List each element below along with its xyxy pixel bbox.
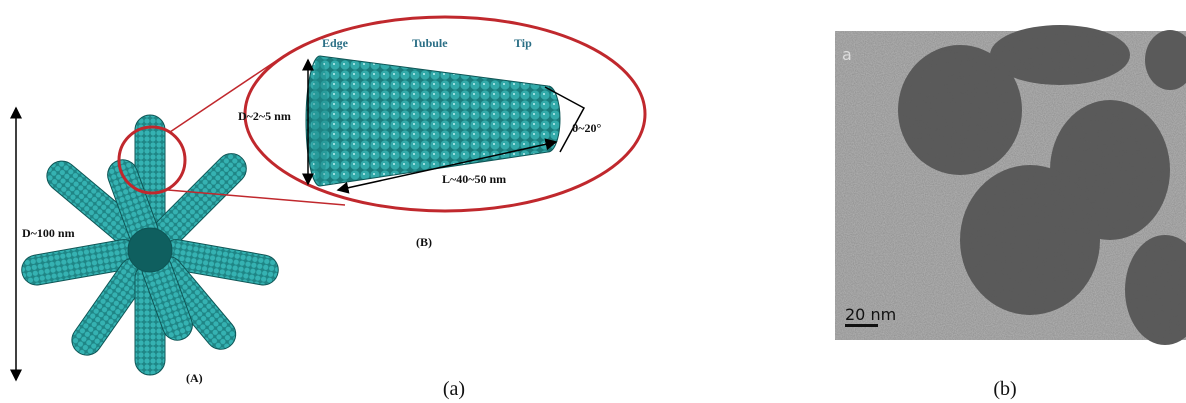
scale-bar-label: 20 nm [845,305,896,324]
length-label: L~40~50 nm [442,172,506,186]
tip-label: Tip [514,36,532,50]
subfigure-b-label: (B) [416,235,432,249]
tubule-model [306,56,560,186]
angle-label: θ~20° [572,121,602,135]
particle-diameter: D~100 nm [22,226,75,240]
caption-a: (a) [443,378,465,400]
tem-letter: a [842,45,852,64]
caption-b: (b) [993,378,1016,400]
tube-diameter-label: D~2~5 nm [238,109,291,123]
scale-bar [845,324,878,327]
tubule-label: Tubule [412,36,448,50]
star-particle [19,115,280,375]
figure: D~100 nm (A) Edge Tubule Tip D~2~5 nm [0,0,1186,403]
panel-a: D~100 nm (A) Edge Tubule Tip D~2~5 nm [16,17,645,400]
edge-label: Edge [322,36,349,50]
subfigure-a-label: (A) [186,371,203,385]
panel-b: a 20 nm (b) [835,25,1186,400]
